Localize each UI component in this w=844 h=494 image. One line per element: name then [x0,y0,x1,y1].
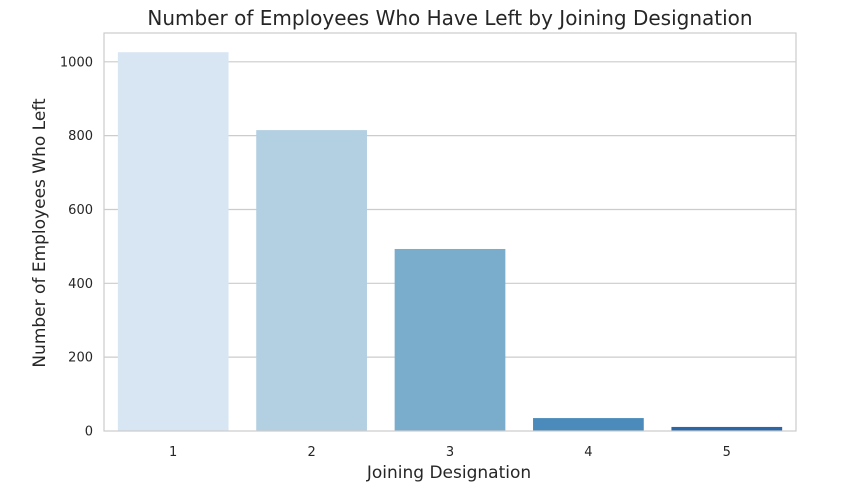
x-tick-label-3: 3 [446,445,454,460]
bar-3 [394,248,506,431]
bar-1 [117,52,229,431]
x-axis-label: Joining Designation [366,463,531,483]
x-tick-labels: 1 2 3 4 5 [169,445,731,460]
y-tick-labels: 0 200 400 600 800 1000 [60,55,93,439]
chart-title: Number of Employees Who Have Left by Joi… [147,6,752,30]
x-tick-label-5: 5 [723,445,731,460]
x-tick-label-4: 4 [584,445,592,460]
bars [117,52,783,431]
y-tick-label-1: 200 [68,351,93,366]
y-axis-label: Number of Employees Who Left [30,98,50,368]
x-tick-label-2: 2 [307,445,315,460]
y-tick-label-2: 400 [68,277,93,292]
bar-2 [256,130,367,431]
y-tick-label-4: 800 [68,129,93,144]
bar-5 [671,426,783,431]
plot-frame [103,32,797,432]
x-tick-label-1: 1 [169,445,177,460]
y-tick-label-0: 0 [85,425,93,440]
y-tick-label-5: 1000 [60,55,93,70]
bar-4 [533,418,644,431]
y-tick-label-3: 600 [68,203,93,218]
